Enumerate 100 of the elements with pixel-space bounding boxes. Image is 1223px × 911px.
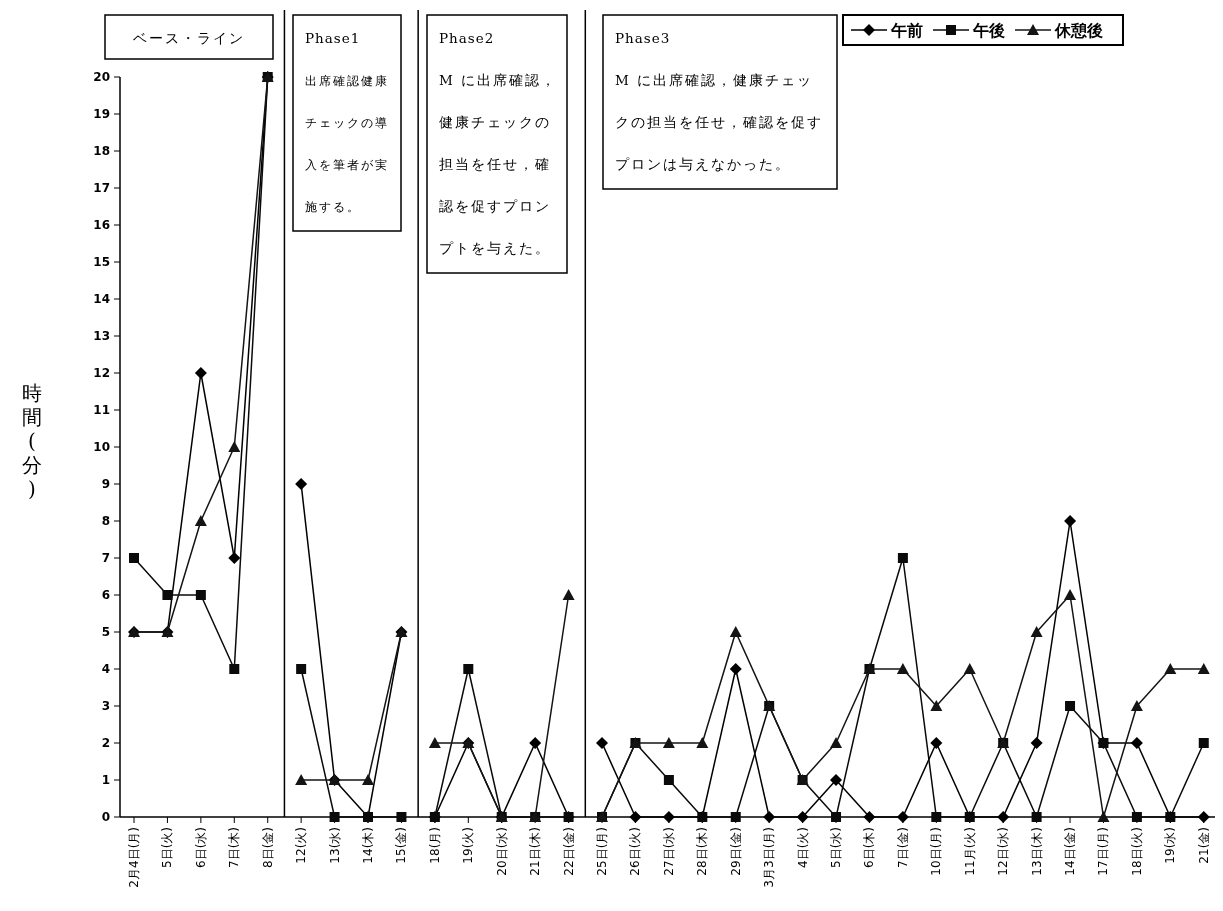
x-tick-label: 12(火) xyxy=(294,827,309,864)
y-tick-label: 12 xyxy=(93,366,110,380)
x-tick-label: 18(月) xyxy=(427,827,442,864)
text: 出席確認健康チェックの導入を筆者が実施する。 xyxy=(305,74,389,214)
x-tick-label: 13(水) xyxy=(327,827,342,864)
text: ベース・ライン xyxy=(133,30,245,46)
point xyxy=(295,478,308,490)
point xyxy=(1131,812,1142,822)
text: M に出席確認，健康チェックの担当を任せ，確認を促すプロンは与えなかった。 xyxy=(615,72,823,172)
x-tick-label: 21日(木) xyxy=(528,827,543,876)
y-tick-label: 0 xyxy=(101,810,110,824)
y-tick-label: 5 xyxy=(101,625,110,639)
point xyxy=(863,811,876,823)
point xyxy=(930,737,943,749)
x-tick-label: 15(金) xyxy=(394,827,409,864)
text: Phase3 xyxy=(615,30,671,46)
x-tick-label: 14日(金) xyxy=(1063,827,1078,876)
point xyxy=(162,590,173,600)
y-tick-label: 8 xyxy=(101,514,110,528)
point xyxy=(831,812,842,822)
x-tick-label: 6日(水) xyxy=(193,827,208,868)
y-tick-label: 2 xyxy=(101,736,110,750)
y-tick-label: 3 xyxy=(101,699,110,713)
point xyxy=(696,737,709,748)
point xyxy=(1064,515,1077,527)
point xyxy=(329,812,340,822)
point xyxy=(963,663,976,674)
x-tick-label: 19(水) xyxy=(1163,827,1178,864)
y-tick-label: 9 xyxy=(101,477,110,491)
x-tick-label: 6日(木) xyxy=(862,827,877,868)
x-tick-label: 3月3日(月) xyxy=(762,827,777,888)
x-tick-label: 5日(水) xyxy=(829,827,844,868)
x-tick-label: 10日(月) xyxy=(929,827,944,876)
y-tick-label: 1 xyxy=(101,773,110,787)
point xyxy=(1198,738,1209,748)
point xyxy=(629,811,642,823)
y-tick-label: 13 xyxy=(93,329,110,343)
y-tick-label: 16 xyxy=(93,218,110,232)
point xyxy=(830,774,843,786)
point xyxy=(463,664,474,674)
x-tick-label: 2月4日(月) xyxy=(127,827,141,888)
x-tick-label: 22日(金) xyxy=(561,827,576,876)
point xyxy=(562,589,575,600)
point xyxy=(662,737,675,748)
y-tick-label: 4 xyxy=(101,662,110,676)
x-tick-label: 12日(水) xyxy=(996,827,1011,876)
y-tick-label: 15 xyxy=(93,255,110,269)
y-tick-label: 10 xyxy=(93,440,110,454)
point xyxy=(1030,737,1043,749)
point xyxy=(1030,626,1043,637)
x-tick-label: 5日(火) xyxy=(160,827,175,868)
point xyxy=(428,737,441,748)
point xyxy=(931,812,942,822)
point xyxy=(1197,811,1210,823)
text: Phase1 xyxy=(305,30,361,46)
point xyxy=(1031,812,1042,822)
point xyxy=(129,553,139,563)
x-tick-label: 4日(火) xyxy=(795,827,810,868)
point xyxy=(830,737,843,748)
point xyxy=(662,811,675,823)
point xyxy=(930,700,943,711)
x-tick-label: 28日(木) xyxy=(695,827,710,876)
x-tick-label: 13日(木) xyxy=(1029,827,1044,876)
legend-label: 休憩後 xyxy=(1054,21,1103,40)
point xyxy=(229,664,240,674)
point xyxy=(529,737,542,749)
y-tick-label: 6 xyxy=(101,588,110,602)
point xyxy=(194,367,207,379)
point xyxy=(362,774,375,785)
point xyxy=(729,626,742,637)
text: Phase2 xyxy=(439,30,495,46)
point xyxy=(1130,700,1143,711)
point xyxy=(228,441,241,452)
y-tick-label: 20 xyxy=(93,70,110,84)
point xyxy=(1164,663,1177,674)
y-tick-label: 7 xyxy=(101,551,110,565)
y-tick-label: 17 xyxy=(93,181,110,195)
x-tick-label: 7日(金) xyxy=(895,827,910,868)
x-tick-label: 8日(金) xyxy=(260,827,275,868)
y-tick-label: 19 xyxy=(93,107,110,121)
point xyxy=(1065,701,1076,711)
x-tick-label: 20日(水) xyxy=(494,827,509,876)
x-tick-label: 26日(火) xyxy=(628,827,643,876)
x-tick-label: 7日(木) xyxy=(227,827,242,868)
point xyxy=(195,590,206,600)
point xyxy=(729,663,742,675)
y-tick-label: 18 xyxy=(93,144,110,158)
point xyxy=(796,811,809,823)
x-tick-label: 19(火) xyxy=(461,827,476,864)
x-tick-label: 29日(金) xyxy=(728,827,743,876)
point xyxy=(194,515,207,526)
y-tick-label: 14 xyxy=(93,292,110,306)
point xyxy=(763,811,776,823)
x-tick-label: 17日(月) xyxy=(1096,827,1111,876)
point xyxy=(295,774,308,785)
x-tick-label: 14(木) xyxy=(361,827,376,864)
x-tick-label: 25日(月) xyxy=(595,827,610,876)
point xyxy=(296,664,307,674)
point xyxy=(1064,589,1077,600)
y-axis-title: 時間(分) xyxy=(22,381,42,501)
